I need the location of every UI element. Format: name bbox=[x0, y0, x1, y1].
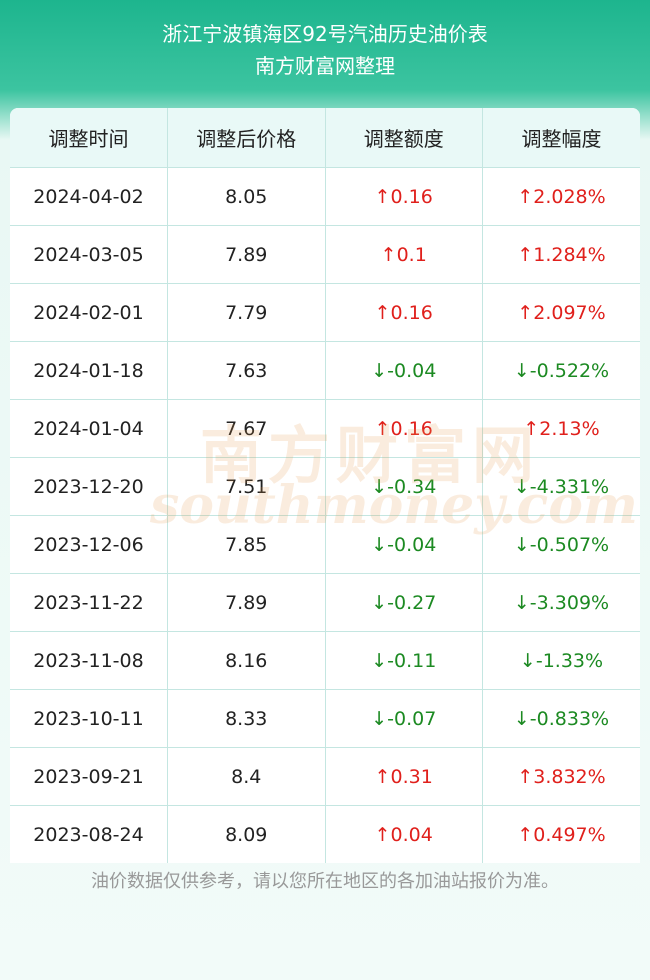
table-cell: ↓-0.04 bbox=[325, 515, 483, 574]
table-cell: 2024-01-18 bbox=[10, 341, 168, 400]
table-row: 2023-08-24 8.09 ↑0.04 ↑0.497% bbox=[10, 805, 640, 863]
table-cell: ↑3.832% bbox=[482, 747, 640, 806]
table-cell: 2023-08-24 bbox=[10, 805, 168, 863]
table-cell: 2023-11-08 bbox=[10, 631, 168, 690]
table-cell: 2023-12-06 bbox=[10, 515, 168, 574]
table-cell: 2023-12-20 bbox=[10, 457, 168, 516]
table-cell: ↓-0.04 bbox=[325, 341, 483, 400]
column-header: 调整后价格 bbox=[167, 108, 326, 168]
table-cell: 2024-03-05 bbox=[10, 225, 168, 284]
table-row: 2024-01-18 7.63 ↓-0.04 ↓-0.522% bbox=[10, 341, 640, 400]
table-cell: 8.16 bbox=[167, 631, 326, 690]
table-cell: ↑0.16 bbox=[325, 167, 483, 226]
table-row: 2023-12-06 7.85 ↓-0.04 ↓-0.507% bbox=[10, 515, 640, 574]
table-row: 2024-02-01 7.79 ↑0.16 ↑2.097% bbox=[10, 283, 640, 342]
table-row: 2023-09-21 8.4 ↑0.31 ↑3.832% bbox=[10, 747, 640, 806]
table-cell: 7.63 bbox=[167, 341, 326, 400]
table-cell: ↓-0.07 bbox=[325, 689, 483, 748]
column-header: 调整额度 bbox=[325, 108, 483, 168]
header-row: 调整时间 调整后价格 调整额度 调整幅度 bbox=[10, 108, 640, 168]
table-cell: 8.33 bbox=[167, 689, 326, 748]
table-row: 2023-10-11 8.33 ↓-0.07 ↓-0.833% bbox=[10, 689, 640, 748]
table-cell: 2023-10-11 bbox=[10, 689, 168, 748]
table-cell: 7.89 bbox=[167, 573, 326, 632]
table-cell: ↓-0.27 bbox=[325, 573, 483, 632]
title: 浙江宁波镇海区92号汽油历史油价表 bbox=[162, 22, 488, 46]
column-header: 调整时间 bbox=[10, 108, 168, 168]
table-row: 2024-04-02 8.05 ↑0.16 ↑2.028% bbox=[10, 167, 640, 226]
table-cell: 7.89 bbox=[167, 225, 326, 284]
table-row: 2023-11-22 7.89 ↓-0.27 ↓-3.309% bbox=[10, 573, 640, 632]
table-cell: 2023-09-21 bbox=[10, 747, 168, 806]
table-cell: 2023-11-22 bbox=[10, 573, 168, 632]
table-cell: 2024-01-04 bbox=[10, 399, 168, 458]
header: 浙江宁波镇海区92号汽油历史油价表 南方财富网整理 bbox=[0, 18, 650, 82]
table-row: 2024-03-05 7.89 ↑0.1 ↑1.284% bbox=[10, 225, 640, 284]
table-cell: 8.4 bbox=[167, 747, 326, 806]
column-header: 调整幅度 bbox=[482, 108, 640, 168]
table-cell: 7.51 bbox=[167, 457, 326, 516]
table-cell: 2024-04-02 bbox=[10, 167, 168, 226]
table-cell: ↑1.284% bbox=[482, 225, 640, 284]
table-cell: ↑2.028% bbox=[482, 167, 640, 226]
table-card: 调整时间 调整后价格 调整额度 调整幅度 2024-04-02 8.05 ↑0.16 ↑2.0… bbox=[10, 108, 640, 863]
footer-note: 油价数据仅供参考，请以您所在地区的各加油站报价为准。 bbox=[91, 871, 559, 892]
table-cell: ↓-0.34 bbox=[325, 457, 483, 516]
table-cell: ↑0.31 bbox=[325, 747, 483, 806]
table-cell: 2024-02-01 bbox=[10, 283, 168, 342]
table-cell: ↑0.16 bbox=[325, 399, 483, 458]
table-cell: 7.85 bbox=[167, 515, 326, 574]
table-row: 2024-01-04 7.67 ↑0.16 ↑2.13% bbox=[10, 399, 640, 458]
table-row: 2023-12-20 7.51 ↓-0.34 ↓-4.331% bbox=[10, 457, 640, 516]
table-cell: ↓-3.309% bbox=[482, 573, 640, 632]
table-cell: ↑2.097% bbox=[482, 283, 640, 342]
table-cell: ↑2.13% bbox=[482, 399, 640, 458]
table-cell: ↓-0.507% bbox=[482, 515, 640, 574]
subtitle: 南方财富网整理 bbox=[255, 54, 395, 78]
table-cell: ↑0.16 bbox=[325, 283, 483, 342]
table-cell: ↓-0.522% bbox=[482, 341, 640, 400]
table-cell: 8.05 bbox=[167, 167, 326, 226]
table-cell: ↓-0.833% bbox=[482, 689, 640, 748]
table-cell: 8.09 bbox=[167, 805, 326, 863]
table-cell: 7.79 bbox=[167, 283, 326, 342]
price-table: 调整时间 调整后价格 调整额度 调整幅度 2024-04-02 8.05 ↑0.16 ↑2.0… bbox=[10, 108, 640, 863]
table-cell: ↑0.497% bbox=[482, 805, 640, 863]
table-cell: ↓-0.11 bbox=[325, 631, 483, 690]
table-cell: ↑0.1 bbox=[325, 225, 483, 284]
table-cell: 7.67 bbox=[167, 399, 326, 458]
table-cell: ↓-1.33% bbox=[482, 631, 640, 690]
table-row: 2023-11-08 8.16 ↓-0.11 ↓-1.33% bbox=[10, 631, 640, 690]
table-cell: ↓-4.331% bbox=[482, 457, 640, 516]
table-cell: ↑0.04 bbox=[325, 805, 483, 863]
